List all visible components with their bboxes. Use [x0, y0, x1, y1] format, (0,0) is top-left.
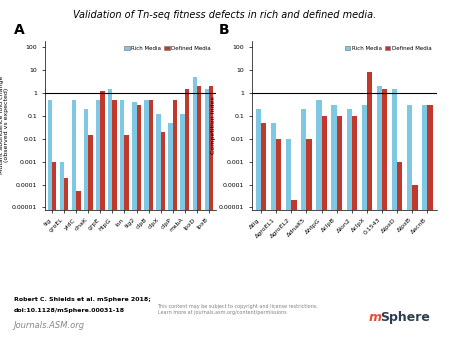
Bar: [100, 91, 104, 338]
Bar: [148, 100, 153, 338]
Bar: [382, 89, 387, 338]
Bar: [205, 89, 209, 338]
Bar: [120, 100, 125, 338]
Bar: [60, 162, 64, 338]
Bar: [132, 102, 136, 338]
Bar: [108, 89, 112, 338]
Bar: [197, 86, 201, 338]
Bar: [392, 89, 397, 338]
Bar: [271, 123, 276, 338]
Bar: [301, 109, 306, 338]
Bar: [173, 100, 177, 338]
Bar: [161, 132, 165, 338]
Bar: [193, 77, 197, 338]
Bar: [337, 116, 342, 338]
Bar: [322, 116, 327, 338]
Bar: [96, 100, 100, 338]
Bar: [352, 116, 357, 338]
Text: doi:10.1128/mSphere.00031-18: doi:10.1128/mSphere.00031-18: [14, 308, 125, 313]
Bar: [112, 100, 117, 338]
Bar: [276, 139, 282, 338]
Y-axis label: Mutant abundance fold change
(observed vs expected): Mutant abundance fold change (observed v…: [0, 76, 9, 174]
Bar: [331, 105, 337, 338]
Bar: [144, 100, 149, 338]
Bar: [407, 105, 412, 338]
Bar: [291, 200, 297, 338]
Bar: [168, 123, 173, 338]
Bar: [125, 135, 129, 338]
Bar: [377, 86, 382, 338]
Bar: [180, 114, 184, 338]
Bar: [306, 139, 312, 338]
Bar: [136, 105, 141, 338]
Bar: [412, 185, 418, 338]
Text: Robert C. Shields et al. mSphere 2018;: Robert C. Shields et al. mSphere 2018;: [14, 297, 150, 303]
Text: A: A: [14, 23, 25, 37]
Bar: [48, 100, 52, 338]
Bar: [72, 100, 76, 338]
Bar: [261, 123, 266, 338]
Bar: [64, 178, 68, 338]
Text: m: m: [369, 311, 382, 324]
Bar: [346, 109, 352, 338]
Bar: [367, 72, 372, 338]
Legend: Rich Media, Defined Media: Rich Media, Defined Media: [342, 43, 434, 53]
Text: Sphere: Sphere: [380, 311, 430, 324]
Bar: [428, 105, 433, 338]
Bar: [76, 191, 81, 338]
Bar: [157, 114, 161, 338]
Bar: [209, 86, 213, 338]
Bar: [52, 162, 56, 338]
Bar: [84, 109, 88, 338]
Bar: [88, 135, 93, 338]
Text: This content may be subject to copyright and license restrictions.
Learn more at: This content may be subject to copyright…: [158, 304, 318, 315]
Y-axis label: Competition Index: Competition Index: [212, 96, 216, 154]
Bar: [422, 105, 427, 338]
Text: B: B: [219, 23, 230, 37]
Bar: [286, 139, 291, 338]
Bar: [316, 100, 322, 338]
Bar: [184, 89, 189, 338]
Bar: [397, 162, 402, 338]
Bar: [362, 105, 367, 338]
Legend: Rich Media, Defined Media: Rich Media, Defined Media: [122, 43, 213, 53]
Bar: [256, 109, 261, 338]
Text: Validation of Tn-seq fitness defects in rich and defined media.: Validation of Tn-seq fitness defects in …: [73, 10, 377, 20]
Text: Journals.ASM.org: Journals.ASM.org: [14, 321, 85, 330]
